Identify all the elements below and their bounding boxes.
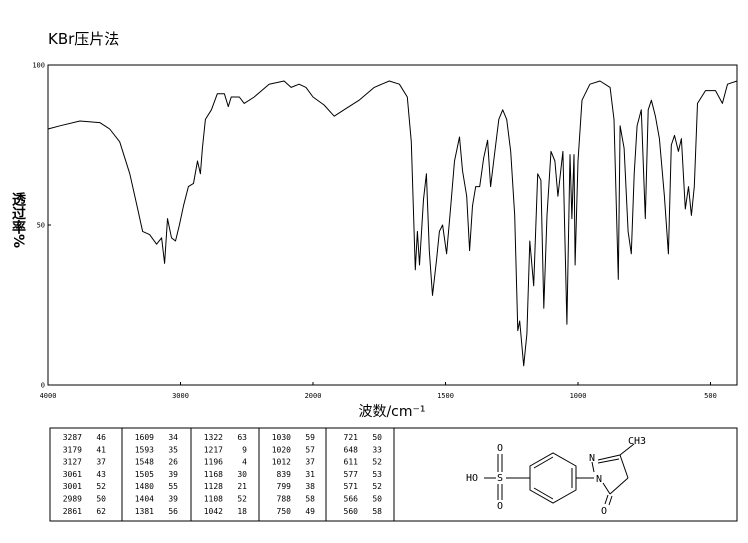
- peak-wavenumber: 571: [344, 482, 359, 491]
- plot-frame: [47, 64, 738, 386]
- peak-wavenumber: 721: [344, 433, 359, 442]
- peak-transmittance: 31: [305, 470, 315, 479]
- peak-wavenumber: 788: [277, 495, 292, 504]
- peak-wavenumber: 1217: [204, 445, 223, 454]
- peak-transmittance: 50: [372, 433, 382, 442]
- peak-transmittance: 57: [305, 445, 315, 454]
- atom-label: CH3: [628, 436, 646, 447]
- peak-wavenumber: 3127: [63, 458, 82, 467]
- peak-wavenumber: 1108: [204, 495, 223, 504]
- peak-wavenumber: 1128: [204, 482, 223, 491]
- peak-wavenumber: 1548: [135, 458, 154, 467]
- peak-wavenumber: 799: [277, 482, 292, 491]
- peak-transmittance: 58: [372, 507, 382, 516]
- peak-wavenumber: 566: [344, 495, 359, 504]
- peak-wavenumber: 1030: [272, 433, 291, 442]
- peak-wavenumber: 1196: [204, 458, 223, 467]
- peak-transmittance: 41: [96, 445, 106, 454]
- peak-transmittance: 59: [305, 433, 315, 442]
- peak-transmittance: 34: [168, 433, 178, 442]
- peak-transmittance: 52: [96, 482, 106, 491]
- peak-wavenumber: 1480: [135, 482, 154, 491]
- y-tick-label: 100: [32, 62, 45, 70]
- peak-wavenumber: 1168: [204, 470, 223, 479]
- peak-wavenumber: 839: [277, 470, 292, 479]
- peak-wavenumber: 1020: [272, 445, 291, 454]
- x-tick-label: 1000: [570, 392, 587, 400]
- peak-wavenumber: 611: [344, 458, 359, 467]
- atom-label: O: [601, 506, 607, 517]
- peak-transmittance: 43: [96, 470, 106, 479]
- peak-wavenumber: 2861: [63, 507, 82, 516]
- peak-wavenumber: 2989: [63, 495, 82, 504]
- y-tick-label: 0: [41, 382, 45, 390]
- peak-wavenumber: 3287: [63, 433, 82, 442]
- peak-transmittance: 21: [237, 482, 247, 491]
- atom-label: N: [589, 453, 595, 464]
- atom-label: S: [497, 473, 503, 484]
- peak-wavenumber: 3179: [63, 445, 82, 454]
- peak-transmittance: 38: [305, 482, 315, 491]
- peak-wavenumber: 560: [344, 507, 359, 516]
- chart-title: KBr压片法: [48, 30, 119, 48]
- peak-wavenumber: 577: [344, 470, 359, 479]
- peak-wavenumber: 1322: [204, 433, 223, 442]
- peak-transmittance: 26: [168, 458, 178, 467]
- peak-wavenumber: 1012: [272, 458, 291, 467]
- peak-transmittance: 37: [96, 458, 106, 467]
- peak-wavenumber: 3001: [63, 482, 82, 491]
- peak-wavenumber: 1505: [135, 470, 154, 479]
- peak-transmittance: 49: [305, 507, 315, 516]
- peak-transmittance: 4: [242, 458, 247, 467]
- peak-transmittance: 18: [237, 507, 247, 516]
- y-tick-label: 50: [37, 222, 45, 230]
- peak-transmittance: 52: [237, 495, 247, 504]
- peak-transmittance: 30: [237, 470, 247, 479]
- peak-transmittance: 58: [305, 495, 315, 504]
- peak-transmittance: 35: [168, 445, 178, 454]
- peak-transmittance: 53: [372, 470, 382, 479]
- x-tick-label: 3000: [172, 392, 189, 400]
- structure-bonds: [484, 443, 635, 506]
- peak-transmittance: 62: [96, 507, 106, 516]
- peak-transmittance: 37: [305, 458, 315, 467]
- peak-wavenumber: 1593: [135, 445, 154, 454]
- x-tick-label: 500: [704, 392, 717, 400]
- peak-wavenumber: 1404: [135, 495, 154, 504]
- peak-wavenumber: 1609: [135, 433, 154, 442]
- peak-transmittance: 33: [372, 445, 382, 454]
- x-axis-label: 波数/cm⁻¹: [358, 404, 425, 420]
- peak-wavenumber: 1042: [204, 507, 223, 516]
- peak-wavenumber: 750: [277, 507, 292, 516]
- x-tick-label: 2000: [305, 392, 322, 400]
- atom-label: O: [497, 443, 503, 454]
- atom-label: O: [497, 501, 503, 512]
- peak-transmittance: 9: [242, 445, 247, 454]
- peak-transmittance: 50: [96, 495, 106, 504]
- peak-transmittance: 39: [168, 470, 178, 479]
- peak-wavenumber: 648: [344, 445, 359, 454]
- peak-transmittance: 52: [372, 482, 382, 491]
- peak-transmittance: 52: [372, 458, 382, 467]
- peak-wavenumber: 3061: [63, 470, 82, 479]
- peak-transmittance: 55: [168, 482, 178, 491]
- atom-label: N: [596, 474, 602, 485]
- spectrum-line: [47, 80, 738, 367]
- peak-transmittance: 56: [168, 507, 178, 516]
- x-tick-label: 1500: [437, 392, 454, 400]
- peak-transmittance: 39: [168, 495, 178, 504]
- peak-transmittance: 63: [237, 433, 247, 442]
- peak-transmittance: 50: [372, 495, 382, 504]
- atom-label: HO: [466, 473, 478, 484]
- x-tick-label: 4000: [40, 392, 57, 400]
- y-axis-label: 透过率%: [10, 192, 26, 248]
- peak-wavenumber: 1381: [135, 507, 154, 516]
- peak-transmittance: 46: [96, 433, 106, 442]
